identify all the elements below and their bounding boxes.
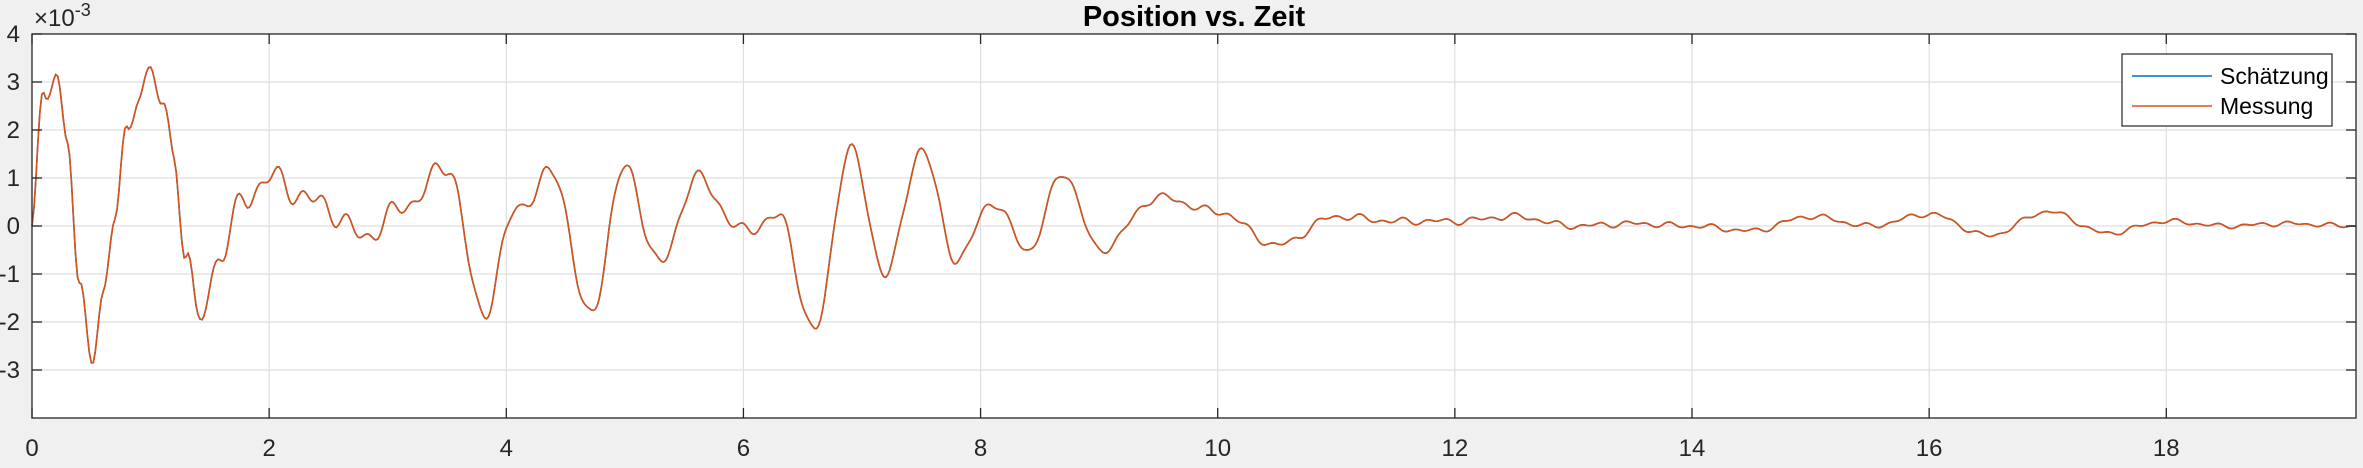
y-tick-label: -1 [0,261,20,288]
series-line-messung [31,66,2356,364]
legend-label-messung: Messung [2220,93,2313,119]
legend-label-schaetzung: Schätzung [2220,63,2329,89]
series-layer [31,66,2356,364]
x-tick-label: 10 [1204,435,1231,462]
x-tick-label: 4 [500,435,513,462]
y-tick-label: -3 [0,357,20,384]
y-exponent-base: ×10 [34,5,75,32]
x-tick-label: 2 [262,435,275,462]
x-tick-label: 16 [1916,435,1943,462]
x-tick-label: 8 [974,435,987,462]
x-tick-label: 12 [1442,435,1469,462]
y-tick-label: 3 [7,69,20,96]
x-tick-label: 18 [2153,435,2180,462]
x-tick-label: 0 [25,435,38,462]
y-tick-label: 4 [7,21,20,48]
x-tick-label: 6 [737,435,750,462]
y-tick-label: 2 [7,117,20,144]
y-tick-label: -2 [0,309,20,336]
y-exponent-power: -3 [75,0,91,20]
legend-box [2121,53,2333,127]
legend: Schätzung Messung [2121,53,2333,127]
y-axis-exponent: ×10-3 [34,0,91,32]
x-tick-label: 14 [1679,435,1706,462]
y-tick-label: 0 [7,213,20,240]
y-tick-label: 1 [7,165,20,192]
chart-title: Position vs. Zeit [1083,1,1306,33]
